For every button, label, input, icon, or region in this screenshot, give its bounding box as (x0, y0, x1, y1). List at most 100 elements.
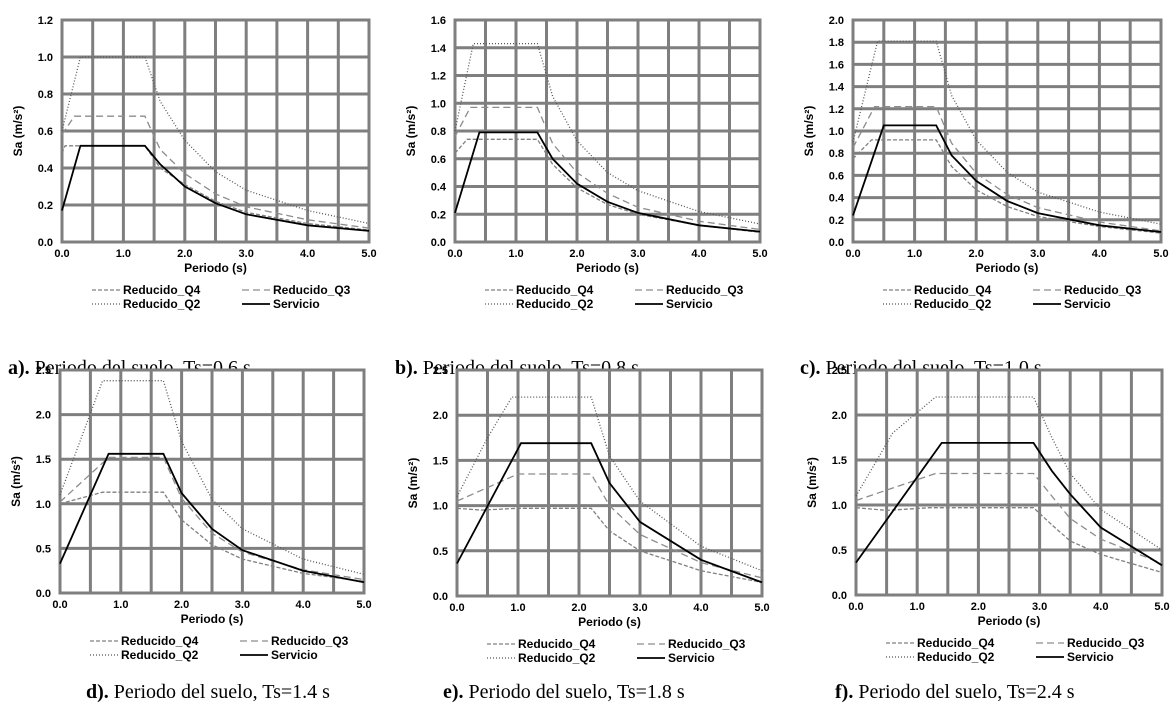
y-tick-label: 2.5 (832, 365, 847, 377)
legend-label: Reducido_Q2 (914, 297, 992, 311)
legend-label: Reducido_Q2 (121, 648, 199, 662)
caption-text: Periodo del suelo, Ts=1.4 s (109, 681, 330, 703)
y-axis-label: Sa (m/s²) (406, 458, 420, 509)
x-tick-label: 2.0 (569, 248, 584, 260)
legend-label: Reducido_Q4 (914, 283, 992, 297)
caption-label: b). (395, 357, 418, 379)
series-line-reducido-q3 (855, 472, 1163, 565)
legend-label: Reducido_Q4 (123, 283, 201, 297)
caption-label: e). (443, 681, 464, 703)
x-tick-label: 4.0 (691, 248, 706, 260)
series-line-reducido-q2 (456, 396, 763, 572)
y-axis-label: Sa (m/s²) (9, 456, 23, 507)
y-tick-label: 2.5 (36, 365, 51, 377)
x-tick-label: 1.0 (113, 599, 128, 611)
caption-label: a). (8, 357, 30, 379)
legend-label: Servicio (666, 297, 713, 311)
x-tick-label: 5.0 (1154, 601, 1169, 613)
y-tick-label: 1.4 (829, 82, 845, 94)
series-line-reducido-q3 (454, 106, 761, 231)
y-tick-label: 0.8 (431, 126, 446, 138)
caption-label: f). (835, 681, 853, 703)
legend-label: Reducido_Q4 (121, 634, 199, 648)
x-tick-label: 0.0 (848, 601, 863, 613)
x-tick-label: 0.0 (449, 602, 464, 614)
chart-panel-e: 0.0 1.0 2.0 3.0 4.0 5.0 0.0 0.5 1.0 1.5 2.0 2.5 Peri… (406, 365, 770, 703)
series-line-servicio (852, 124, 1162, 233)
x-tick-label: 1.0 (910, 601, 925, 613)
x-tick-label: 4.0 (1093, 601, 1108, 613)
y-tick-label: 0.0 (433, 591, 448, 603)
x-tick-label: 4.0 (296, 599, 311, 611)
legend-label: Reducido_Q3 (273, 283, 351, 297)
x-tick-label: 5.0 (752, 248, 767, 260)
y-axis-label: Sa (m/s²) (805, 457, 819, 508)
chart-panel-f: 0.0 1.0 2.0 3.0 4.0 5.0 0.0 0.5 1.0 1.5 2.0 2.5 Peri… (805, 365, 1170, 703)
series-line-reducido-q4 (59, 491, 365, 583)
legend-label: Reducido_Q3 (1064, 283, 1142, 297)
x-axis-label: Periodo (s) (576, 261, 639, 275)
legend-label: Reducido_Q3 (668, 637, 746, 651)
y-axis-label: Sa (m/s²) (11, 106, 25, 157)
series-line-reducido-q2 (855, 396, 1163, 551)
y-tick-label: 0.5 (832, 545, 847, 557)
series-line-reducido-q3 (456, 473, 763, 579)
x-tick-label: 3.0 (630, 248, 645, 260)
legend-label: Servicio (271, 648, 318, 662)
y-axis-label: Sa (m/s²) (404, 106, 418, 157)
y-tick-label: 0.4 (38, 163, 54, 175)
x-tick-label: 5.0 (1153, 248, 1168, 260)
y-tick-label: 1.0 (431, 98, 446, 110)
series-line-servicio (855, 442, 1163, 567)
y-tick-label: 0.2 (829, 215, 844, 227)
x-tick-label: 2.0 (971, 601, 986, 613)
series-line-reducido-q4 (852, 139, 1162, 234)
x-tick-label: 0.0 (845, 248, 860, 260)
legend-label: Reducido_Q3 (1067, 636, 1145, 650)
series-line-reducido-q2 (59, 380, 365, 575)
x-tick-label: 4.0 (1092, 248, 1107, 260)
y-tick-label: 1.6 (431, 15, 446, 27)
chart-panel-a: 0.0 1.0 2.0 3.0 4.0 5.0 0.0 0.2 0.4 0.6 0.8 1.0 1.2 P… (8, 15, 377, 379)
legend-label: Reducido_Q2 (516, 297, 594, 311)
caption-text: Periodo del suelo, Ts=2.4 s (853, 681, 1074, 703)
x-axis-label: Periodo (s) (181, 612, 244, 626)
series-line-reducido-q2 (454, 42, 761, 225)
chart-panel-d: 0.0 1.0 2.0 3.0 4.0 5.0 0.0 0.5 1.0 1.5 2.0 2.5 Peri… (9, 365, 372, 703)
y-tick-label: 0.0 (829, 237, 844, 249)
y-tick-label: 2.0 (433, 410, 448, 422)
figure-caption: e). Periodo del suelo, Ts=1.8 s (443, 681, 685, 703)
series-line-servicio (61, 144, 370, 232)
y-tick-label: 0.8 (38, 89, 53, 101)
y-tick-label: 1.2 (431, 71, 446, 83)
series-line-reducido-q2 (852, 40, 1162, 225)
y-tick-label: 0.5 (36, 543, 51, 555)
legend-label: Reducido_Q2 (518, 651, 596, 665)
y-tick-label: 0.2 (431, 209, 446, 221)
chart-panel-b: 0.0 1.0 2.0 3.0 4.0 5.0 0.0 0.2 0.4 0.6 0.8 1.0 1.2 1… (395, 15, 768, 379)
y-tick-label: 0.6 (38, 126, 53, 138)
y-tick-label: 0.6 (829, 170, 844, 182)
legend-label: Reducido_Q4 (518, 637, 596, 651)
y-tick-label: 1.2 (38, 15, 53, 27)
x-tick-label: 1.0 (508, 248, 523, 260)
legend-label: Reducido_Q2 (123, 297, 201, 311)
legend-label: Reducido_Q4 (917, 636, 995, 650)
y-tick-label: 1.0 (832, 500, 847, 512)
legend-label: Servicio (668, 651, 715, 665)
x-tick-label: 2.0 (174, 599, 189, 611)
series-line-reducido-q3 (852, 105, 1162, 232)
x-axis-label: Periodo (s) (978, 614, 1041, 628)
x-axis-label: Periodo (s) (578, 615, 641, 629)
y-tick-label: 0.0 (38, 237, 53, 249)
y-tick-label: 2.0 (829, 15, 844, 27)
caption-label: c). (800, 357, 821, 379)
y-tick-label: 1.8 (829, 37, 844, 49)
series-line-reducido-q4 (61, 145, 370, 231)
x-tick-label: 3.0 (235, 599, 250, 611)
x-tick-label: 1.0 (907, 248, 922, 260)
y-tick-label: 0.2 (38, 200, 53, 212)
chart-panel-c: 0.0 1.0 2.0 3.0 4.0 5.0 0.0 0.2 0.4 0.6 0.8 1.0 1.2 1… (800, 15, 1169, 379)
caption-text: Periodo del suelo, Ts=1.8 s (464, 681, 685, 703)
